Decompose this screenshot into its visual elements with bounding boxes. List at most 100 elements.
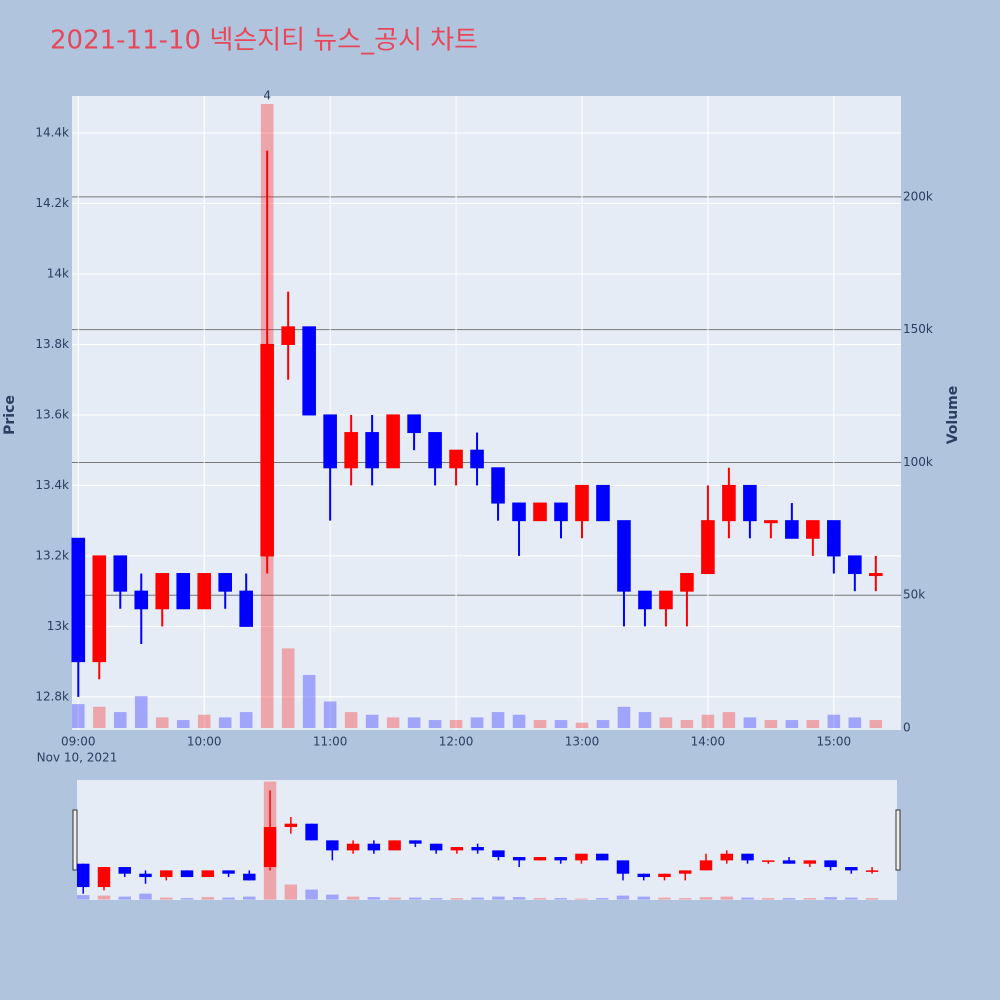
mini-volume-bar (782, 898, 796, 900)
mini-volume-bar (77, 895, 90, 900)
mini-volume-bar (699, 897, 713, 900)
candle-body (260, 343, 274, 557)
volume-bar (701, 714, 715, 729)
x-tick-label: 11:00 (313, 735, 348, 749)
volume-bar (638, 712, 652, 729)
candle-body (197, 573, 212, 610)
volume-bar (72, 704, 85, 729)
candle-body (554, 502, 568, 522)
candle-body (806, 520, 820, 539)
candle-body (302, 326, 316, 416)
mini-candle-body (388, 840, 401, 851)
mini-candle-body (575, 853, 588, 861)
candle-body (848, 555, 862, 575)
mini-candle-body (658, 873, 671, 878)
mini-candle-body (222, 870, 235, 874)
mini-candle-body (326, 840, 339, 851)
candle-body (680, 573, 694, 592)
volume-bar (722, 712, 736, 729)
mini-volume-bar (409, 897, 422, 900)
y2-axis-label: Volume (945, 386, 961, 445)
mini-candle-body (595, 853, 609, 861)
candle-body (218, 573, 233, 592)
x-tick-label: 13:00 (565, 735, 600, 749)
candle-body (134, 590, 149, 610)
candle-body (659, 590, 673, 610)
candle-body (344, 432, 358, 469)
mini-volume-bar (554, 898, 567, 900)
volume-bar (302, 674, 316, 729)
range-handle-right[interactable] (895, 809, 901, 871)
mini-candle-body (118, 867, 131, 874)
candle-body (869, 573, 883, 577)
mini-candle-body (699, 860, 713, 871)
volume-bar (323, 701, 337, 729)
mini-volume-bar (637, 896, 650, 900)
volume-bar (344, 712, 358, 729)
mini-volume-bar (492, 896, 505, 900)
y2-tick-label: 150k (903, 322, 933, 336)
volume-bar (869, 720, 883, 729)
volume-bar (218, 717, 232, 729)
mini-volume-bar (533, 898, 547, 900)
mini-volume-bar (243, 896, 256, 900)
mini-candle-body (201, 870, 215, 878)
mini-volume-bar (741, 897, 754, 900)
y-axis-label: Price (2, 395, 18, 435)
volume-bar (512, 714, 526, 729)
mini-candle-body (824, 860, 837, 868)
volume-bar (533, 720, 547, 729)
candle-body (428, 432, 442, 469)
range-handle-left[interactable] (72, 809, 78, 871)
mini-candle-body (637, 873, 650, 878)
candle-body (176, 573, 191, 610)
y-tick-label: 13.6k (35, 407, 69, 421)
mini-volume-bar (865, 898, 879, 900)
volume-bar (554, 720, 568, 729)
volume-bar (134, 696, 148, 729)
candle-body (722, 484, 736, 522)
mini-candle-body (97, 867, 111, 888)
candle-body (365, 432, 379, 469)
y-tick-label: 14.2k (35, 196, 69, 210)
volume-bar (113, 712, 127, 729)
mini-volume-bar (845, 897, 858, 900)
candle-body (638, 590, 652, 610)
mini-volume-bar (180, 898, 194, 900)
candle-body (407, 414, 421, 434)
volume-bar (617, 706, 631, 729)
candle-body (92, 555, 107, 663)
volume-bar (596, 720, 610, 729)
y2-tick-label: 200k (903, 189, 933, 203)
mini-candle-body (346, 843, 360, 851)
volume-bar (848, 717, 862, 729)
x-tick-label: 12:00 (439, 735, 474, 749)
mini-volume-bar (429, 898, 443, 900)
x-date-label: Nov 10, 2021 (37, 751, 118, 765)
mini-candle-body (263, 827, 277, 868)
mini-candle-body (720, 853, 733, 861)
volume-bar (197, 714, 211, 729)
volume-bar (281, 648, 295, 729)
x-tick-label: 15:00 (817, 735, 852, 749)
mini-candle-body (160, 870, 173, 878)
volume-bar (92, 706, 106, 729)
mini-candle-body (803, 860, 817, 864)
mini-volume-bar (616, 895, 630, 900)
y2-tick-label: 100k (903, 455, 933, 469)
range-slider[interactable] (77, 780, 897, 900)
volume-bar (470, 717, 484, 729)
volume-bar (680, 720, 694, 729)
candle-body (617, 520, 631, 592)
mini-volume-bar (720, 896, 733, 900)
volume-bar (428, 720, 442, 729)
annotation: 4 (263, 89, 271, 103)
volume-bar (806, 720, 820, 729)
mini-candle-body (367, 843, 381, 851)
candle-body (239, 590, 253, 627)
mini-candle-body (180, 870, 194, 878)
mini-candle-body (533, 857, 547, 861)
candle-body (491, 467, 505, 504)
y-tick-label: 13.2k (35, 548, 69, 562)
